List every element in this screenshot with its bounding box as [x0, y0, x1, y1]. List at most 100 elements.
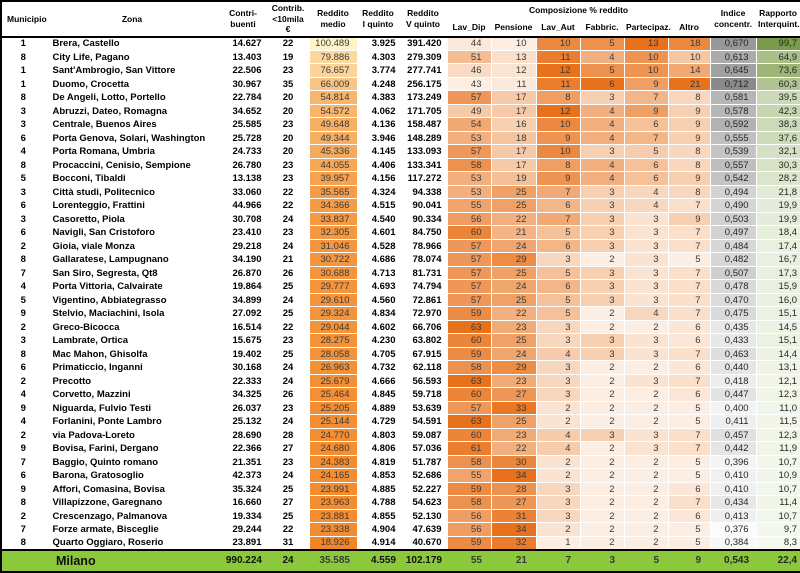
cell-rapporto-interquint: 10,7	[756, 455, 800, 470]
cell-reddito-medio: 54.572	[309, 104, 358, 119]
cell-contribuenti: 16.660	[219, 495, 268, 510]
cell-lav-aut: 11	[536, 77, 581, 92]
cell-indice-concentr: 0,470	[710, 293, 757, 308]
cell-partecipaz: 2	[624, 320, 669, 335]
table-row: 2 Crescenzago, Palmanova 19.334 25 23.881 4.8…	[1, 509, 800, 524]
cell-pensione: 17	[491, 158, 537, 173]
cell-lav-aut: 3	[536, 333, 581, 348]
cell-lav-aut: 10	[536, 144, 581, 159]
cell-reddito-v-quinto: 51.787	[399, 455, 448, 470]
cell-pensione: 25	[491, 185, 537, 200]
cell-zona: Duomo, Crocetta	[45, 77, 220, 92]
cell-contrib-lt10k: 22	[267, 198, 310, 213]
table-row: 8 City Life, Pagano 13.403 19 79.886 4.303 279…	[1, 50, 800, 65]
cell-fabbric: 4	[580, 171, 625, 186]
cell-indice-concentr: 0,503	[710, 212, 757, 227]
cell-rapporto-interquint: 18,4	[756, 225, 800, 240]
cell-zona: Lorenteggio, Frattini	[45, 198, 220, 213]
cell-rapporto-interquint: 10,7	[756, 509, 800, 524]
cell-altro: 6	[668, 320, 711, 335]
cell-contrib-lt10k: 27	[267, 441, 310, 456]
cell-zona: Gallaratese, Lampugnano	[45, 252, 220, 267]
table-row: 8 Gallaratese, Lampugnano 34.190 21 30.722 4.…	[1, 252, 800, 267]
cell-municipio: 5	[1, 171, 46, 186]
cell-reddito-v-quinto: 148.289	[399, 131, 448, 146]
cell-rapporto-interquint: 17,3	[756, 266, 800, 281]
cell-rapporto-interquint: 8,3	[756, 536, 800, 551]
cell-contrib-lt10k: 23	[267, 401, 310, 416]
cell-municipio: 4	[1, 279, 46, 294]
cell-contribuenti: 26.780	[219, 158, 268, 173]
cell-reddito-v-quinto: 54.591	[399, 414, 448, 429]
cell-reddito-i-quinto: 4.230	[357, 333, 400, 348]
cell-lav-aut: 6	[536, 239, 581, 254]
cell-lav-dip: 56	[447, 212, 492, 227]
cell-municipio: 6	[1, 198, 46, 213]
cell-contrib-lt10k: 22	[267, 185, 310, 200]
cell-reddito-v-quinto: 52.130	[399, 509, 448, 524]
cell-reddito-i-quinto: 4.834	[357, 306, 400, 321]
cell-reddito-i-quinto: 4.136	[357, 117, 400, 132]
cell-pensione: 34	[491, 522, 537, 537]
cell-contribuenti: 34.899	[219, 293, 268, 308]
cell-fabbric: 2	[580, 441, 625, 456]
cell-reddito-v-quinto: 72.970	[399, 306, 448, 321]
table-row: 5 Vigentino, Abbiategrasso 34.899 24 29.610 4…	[1, 293, 800, 308]
cell-reddito-medio: 25.679	[309, 374, 358, 389]
cell-pensione: 29	[491, 252, 537, 267]
cell-rapporto-interquint: 12,1	[756, 374, 800, 389]
cell-partecipaz: 2	[624, 387, 669, 402]
cell-contribuenti: 29.244	[219, 522, 268, 537]
table-body: 1 Brera, Castello 14.627 22 100.489 3.925 391.…	[1, 36, 800, 551]
cell-lav-aut: 6	[536, 279, 581, 294]
cell-zona: Crescenzago, Palmanova	[45, 509, 220, 524]
cell-zona: Porta Vittoria, Calvairate	[45, 279, 220, 294]
cell-contrib-lt10k: 25	[267, 347, 310, 362]
cell-municipio: 8	[1, 347, 46, 362]
cell-contrib-lt10k: 25	[267, 306, 310, 321]
cell-zona: Lambrate, Ortica	[45, 333, 220, 348]
col-header-lav-aut: Lav_Aut	[536, 18, 580, 37]
cell-fabbric: 2	[580, 482, 625, 497]
cell-reddito-v-quinto: 52.227	[399, 482, 448, 497]
cell-fabbric: 4	[580, 117, 625, 132]
cell-partecipaz: 3	[624, 252, 669, 267]
cell-contrib-lt10k: 24	[267, 374, 310, 389]
cell-indice-concentr: 0,670	[710, 36, 757, 51]
col-header-contribuenti: Contri- buenti	[219, 1, 267, 37]
cell-lav-dip: 57	[447, 279, 492, 294]
cell-partecipaz: 13	[624, 36, 669, 51]
cell-zona: Centrale, Buenos Aires	[45, 117, 220, 132]
cell-contribuenti: 13.403	[219, 50, 268, 65]
cell-reddito-i-quinto: 4.666	[357, 374, 400, 389]
cell-indice-concentr: 0,463	[710, 347, 757, 362]
cell-indice-concentr: 0,539	[710, 144, 757, 159]
cell-reddito-i-quinto: 4.914	[357, 536, 400, 551]
cell-zona: Navigli, San Cristoforo	[45, 225, 220, 240]
cell-partecipaz: 6	[624, 171, 669, 186]
cell-contribuenti: 24.733	[219, 144, 268, 159]
cell-altro: 7	[668, 198, 711, 213]
cell-zona: Mac Mahon, Ghisolfa	[45, 347, 220, 362]
cell-zona: Forlanini, Ponte Lambro	[45, 414, 220, 429]
cell-municipio: 3	[1, 212, 46, 227]
cell-rapporto-interquint: 15,1	[756, 333, 800, 348]
cell-altro: 7	[668, 428, 711, 443]
cell-zona: Brera, Castello	[45, 36, 220, 51]
cell-municipio: 6	[1, 131, 46, 146]
cell-reddito-medio: 29.610	[309, 293, 358, 308]
cell-reddito-medio: 100.489	[309, 36, 358, 51]
cell-indice-concentr: 0,490	[710, 198, 757, 213]
cell-pensione: 18	[491, 131, 537, 146]
cell-reddito-v-quinto: 54.623	[399, 495, 448, 510]
cell-contribuenti: 15.675	[219, 333, 268, 348]
cell-contribuenti: 22.784	[219, 90, 268, 105]
cell-partecipaz: 7	[624, 90, 669, 105]
cell-reddito-medio: 25.464	[309, 387, 358, 402]
col-header-zona: Zona	[45, 1, 219, 37]
cell-fabbric: 2	[580, 306, 625, 321]
cell-reddito-v-quinto: 52.686	[399, 468, 448, 483]
cell-partecipaz: 9	[624, 77, 669, 92]
cell-reddito-i-quinto: 4.145	[357, 144, 400, 159]
cell-partecipaz: 3	[624, 293, 669, 308]
